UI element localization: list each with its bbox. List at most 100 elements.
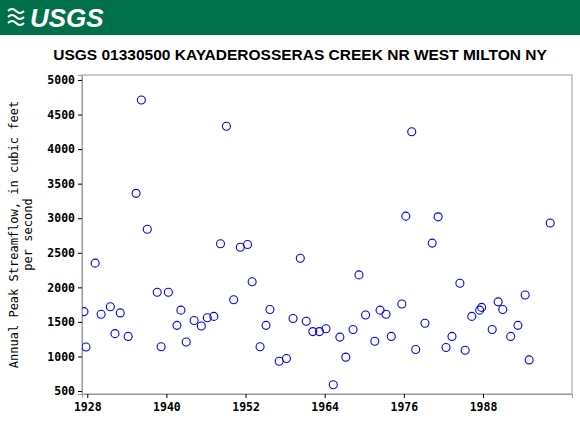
x-tick-mark — [325, 394, 326, 398]
y-tick: 1000 — [47, 350, 82, 364]
y-tick-label: 5000 — [47, 73, 75, 87]
point — [428, 239, 436, 247]
y-tick: 4500 — [47, 108, 82, 122]
point — [468, 312, 476, 320]
point — [82, 343, 90, 351]
x-tick-label: 1940 — [153, 400, 181, 414]
point — [494, 298, 502, 306]
logo-wave — [8, 15, 24, 19]
point — [398, 300, 406, 308]
point — [371, 337, 379, 345]
y-tick-mark — [78, 115, 82, 116]
point — [456, 279, 464, 287]
point — [197, 322, 205, 330]
x-tick-mark — [166, 394, 167, 398]
point — [222, 122, 230, 130]
y-tick: 3000 — [47, 211, 82, 225]
point — [91, 259, 99, 267]
point — [289, 314, 297, 322]
point — [408, 128, 416, 136]
point — [256, 343, 264, 351]
point — [132, 189, 140, 197]
y-tick-label: 500 — [54, 384, 75, 398]
point — [342, 353, 350, 361]
y-tick: 1500 — [47, 315, 82, 329]
y-tick-mark — [78, 253, 82, 254]
x-tick-label: 1928 — [74, 400, 102, 414]
y-tick-label: 1500 — [47, 315, 75, 329]
logo-wave — [8, 21, 24, 25]
title: USGS 01330500 KAYADEROSSERAS CREEK NR WE… — [53, 46, 547, 63]
point — [106, 303, 114, 311]
point — [157, 343, 165, 351]
x-tick-mark — [404, 394, 405, 398]
point — [499, 305, 507, 313]
y-tick-mark — [78, 356, 82, 357]
point — [262, 321, 270, 329]
y-tick-mark — [78, 80, 82, 81]
point — [302, 317, 310, 325]
point — [421, 319, 429, 327]
point — [478, 303, 486, 311]
x-tick-label: 1964 — [311, 400, 339, 414]
point — [177, 306, 185, 314]
y-tick-mark — [78, 184, 82, 185]
y-tick-label: 3000 — [47, 211, 75, 225]
point — [355, 271, 363, 279]
x-tick: 1988 — [470, 394, 498, 414]
point — [82, 308, 88, 316]
y-axis-line — [78, 76, 83, 395]
x-axis: 1928 1940 1952 1964 1976 1988 — [74, 394, 573, 414]
point — [461, 346, 469, 354]
y-tick: 5000 — [47, 73, 82, 87]
point — [173, 321, 181, 329]
y-tick-label: 2500 — [47, 246, 75, 260]
point — [525, 356, 533, 364]
point — [336, 333, 344, 341]
point — [442, 343, 450, 351]
point — [182, 338, 190, 346]
point — [244, 240, 252, 248]
x-tick: 1964 — [311, 394, 339, 414]
header-band — [0, 0, 580, 35]
point — [116, 309, 124, 317]
x-axis-line — [83, 395, 573, 399]
x-tick-label: 1976 — [390, 400, 418, 414]
point — [143, 225, 151, 233]
point — [507, 332, 515, 340]
point — [521, 291, 529, 299]
point — [216, 240, 224, 248]
point — [97, 310, 105, 318]
point — [329, 381, 337, 389]
logo: USGS — [30, 3, 104, 33]
y-tick: 2000 — [47, 281, 82, 295]
y-tick: 500 — [54, 384, 82, 398]
point — [514, 321, 522, 329]
x-tick-mark — [87, 394, 88, 398]
x-tick: 1928 — [74, 394, 102, 414]
x-tick: 1952 — [232, 394, 260, 414]
point — [362, 311, 370, 319]
x-tick-mark — [483, 394, 484, 398]
point — [376, 306, 384, 314]
y-tick-mark — [78, 149, 82, 150]
y-tick-mark — [78, 287, 82, 288]
point — [402, 212, 410, 220]
y-tick-label: 2000 — [47, 281, 75, 295]
point — [488, 326, 496, 334]
y-tick-mark — [78, 391, 82, 392]
y-tick-mark — [78, 218, 82, 219]
point — [266, 305, 274, 313]
y-tick-mark — [78, 322, 82, 323]
point — [387, 332, 395, 340]
point — [296, 254, 304, 262]
point — [164, 288, 172, 296]
points — [82, 96, 554, 389]
point — [230, 296, 238, 304]
x-tick: 1976 — [390, 394, 418, 414]
y-tick: 4000 — [47, 142, 82, 156]
point — [282, 355, 290, 363]
header: USGS — [0, 0, 580, 35]
point — [448, 332, 456, 340]
point — [190, 317, 198, 325]
